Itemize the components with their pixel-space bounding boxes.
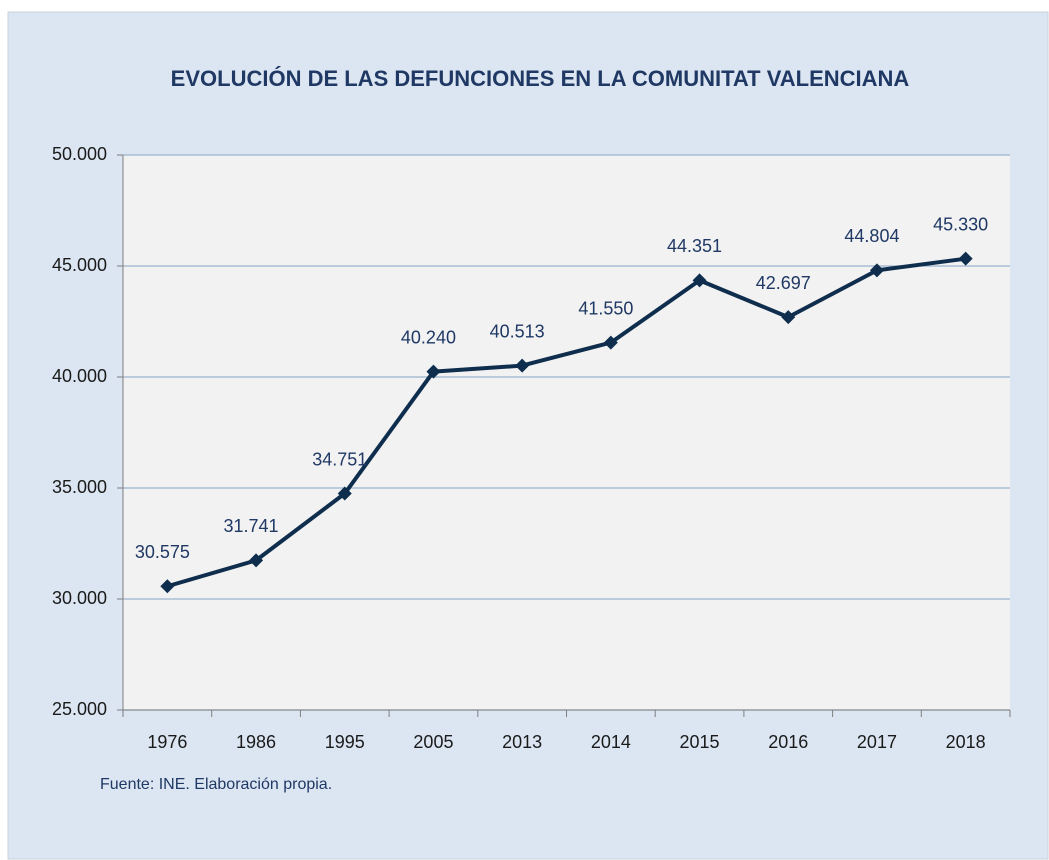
data-label: 41.550 — [578, 298, 633, 318]
data-label: 44.351 — [667, 236, 722, 256]
x-tick-label: 2016 — [768, 732, 808, 752]
data-label: 30.575 — [135, 542, 190, 562]
data-marker — [249, 553, 264, 568]
x-tick-label: 2018 — [946, 732, 986, 752]
y-tick-label: 45.000 — [52, 255, 107, 275]
x-tick-label: 1986 — [236, 732, 276, 752]
chart-title: EVOLUCIÓN DE LAS DEFUNCIONES EN LA COMUN… — [171, 66, 910, 91]
x-tick-label: 2013 — [502, 732, 542, 752]
y-tick-label: 35.000 — [52, 477, 107, 497]
plot-area — [123, 155, 1010, 710]
data-marker — [603, 335, 618, 350]
y-tick-label: 40.000 — [52, 366, 107, 386]
source-note: Fuente: INE. Elaboración propia. — [100, 776, 332, 793]
data-label: 42.697 — [756, 273, 811, 293]
data-marker — [337, 486, 352, 501]
y-tick-label: 50.000 — [52, 144, 107, 164]
data-label: 40.240 — [401, 327, 456, 347]
x-tick-label: 2017 — [857, 732, 897, 752]
data-line — [166, 256, 966, 589]
x-tick-label: 1995 — [325, 732, 365, 752]
data-marker — [781, 310, 796, 325]
x-tick-label: 2015 — [680, 732, 720, 752]
data-label: 34.751 — [312, 449, 367, 469]
y-tick-label: 30.000 — [52, 588, 107, 608]
data-label: 44.804 — [844, 226, 899, 246]
data-marker — [515, 358, 530, 373]
x-tick-label: 1976 — [147, 732, 187, 752]
data-marker — [426, 364, 441, 379]
y-tick-label: 25.000 — [52, 699, 107, 719]
data-label: 40.513 — [490, 321, 545, 341]
data-marker — [160, 579, 175, 594]
data-label: 31.741 — [224, 516, 279, 536]
data-label: 45.330 — [933, 214, 988, 234]
data-marker — [692, 273, 707, 288]
x-tick-label: 2005 — [413, 732, 453, 752]
x-tick-label: 2014 — [591, 732, 631, 752]
data-marker — [869, 263, 884, 278]
data-marker — [958, 251, 973, 266]
